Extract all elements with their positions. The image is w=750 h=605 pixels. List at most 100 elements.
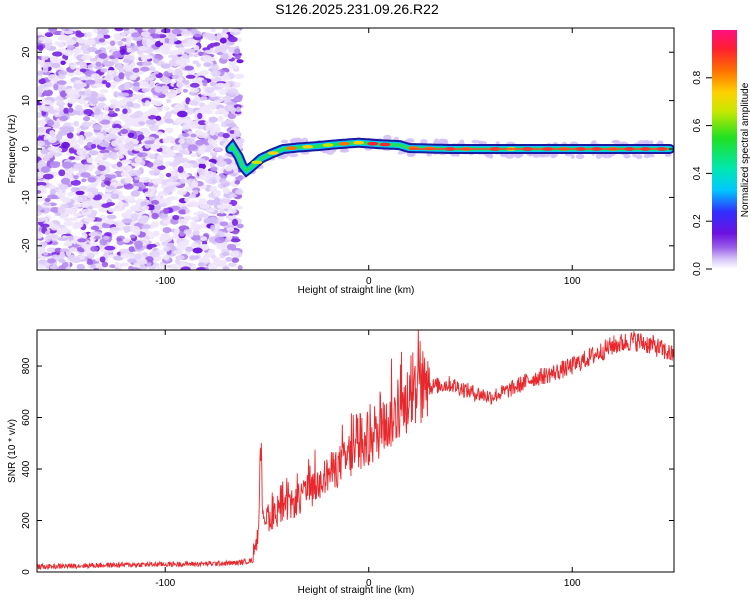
spectrogram-noise-cell <box>89 38 96 45</box>
spectrogram-noise-cell <box>166 129 173 134</box>
spectrogram-noise-cell <box>79 68 87 73</box>
spectrogram-noise-cell <box>197 125 204 130</box>
spectrogram-noise-cell <box>139 115 149 122</box>
spectrogram-noise-cell <box>105 82 111 88</box>
spectrogram-noise-cell <box>176 243 187 251</box>
snr-x-ticks: -100 0 100 <box>155 330 581 589</box>
spectrogram-noise-cell <box>224 119 235 124</box>
spectrogram-noise-cell <box>83 131 93 137</box>
spectrogram-noise-cell <box>125 97 136 102</box>
spectrogram-noise-cell <box>78 61 87 67</box>
spectrogram-noise-cell <box>45 81 53 88</box>
spectrogram-noise-cell <box>101 261 109 268</box>
spectrogram-track-core <box>367 141 379 146</box>
spectrogram-track-halo <box>664 153 672 157</box>
spectrogram-noise-cell <box>155 264 167 270</box>
spectrogram-noise-cell <box>235 189 244 195</box>
spectrogram-noise-cell <box>49 265 59 270</box>
colorbar-tick-label: 0.2 <box>692 214 703 228</box>
spectrogram-noise-cell <box>163 187 173 193</box>
spectrogram-noise-cell <box>98 96 107 102</box>
spectrogram-noise-cell <box>165 172 172 178</box>
spectrogram-noise-cell <box>200 96 208 101</box>
spectrogram-noise-cell <box>66 44 75 50</box>
spectrogram-noise-cell <box>87 46 98 53</box>
spectrogram-noise-cell <box>97 102 106 109</box>
spectrogram-noise-cell <box>68 147 75 154</box>
spectrogram-noise-cell <box>140 66 150 72</box>
spectrogram-noise-cell <box>231 257 240 263</box>
spectrogram-noise-cell <box>92 124 103 130</box>
spectrogram-noise-cell <box>90 242 98 247</box>
spectrogram-noise-cell <box>172 165 178 172</box>
spectrogram-noise-cell <box>99 149 110 154</box>
spectrogram-noise-cell <box>162 254 170 260</box>
spectrogram-noise-cell <box>108 174 117 179</box>
spectrogram-noise-cell <box>54 112 60 118</box>
spectrogram-noise-cell <box>111 140 120 147</box>
spectrogram-noise-cell <box>87 176 97 183</box>
snr-x-tick-label: 0 <box>366 578 372 589</box>
spectrogram-noise-cell <box>208 262 219 270</box>
spectrogram-track-halo <box>595 153 602 160</box>
spectrogram-noise-cell <box>77 264 83 268</box>
spectrogram-noise-cell <box>94 235 101 240</box>
spectrogram-noise-cell <box>137 152 148 158</box>
spectrogram-noise-cell <box>197 213 209 218</box>
spectrogram-track-halo <box>288 153 299 158</box>
spectrogram-noise-cell <box>122 202 129 207</box>
spectrogram-noise-cell <box>41 105 49 112</box>
spectrogram-noise-cell <box>133 147 144 152</box>
spectrogram-noise-cell <box>86 259 94 265</box>
spectrogram-noise-cell <box>53 83 59 91</box>
spectrogram-noise-cell <box>108 110 115 115</box>
spectrogram-noise-cell <box>237 265 243 270</box>
spectrogram-noise-cell <box>44 153 54 159</box>
spectrogram-noise-cell <box>144 100 151 107</box>
spectrogram-noise-cell <box>89 246 99 252</box>
spectrogram-noise-cell <box>165 181 174 187</box>
spectrogram-noise-cell <box>227 216 236 220</box>
spectrogram-noise-cell <box>180 266 191 270</box>
spectrogram-noise-cell <box>217 108 227 114</box>
spectrogram-noise-cell <box>197 262 205 267</box>
spectrogram-noise-cell <box>155 131 164 136</box>
spectrogram-noise-cell <box>233 205 243 210</box>
spectrogram-noise-cell <box>141 205 150 211</box>
spectrogram-noise-cell <box>228 208 237 214</box>
spectrogram-noise-cell <box>110 193 119 200</box>
spectrogram-noise-cell <box>61 141 70 149</box>
spectrogram-noise-cell <box>60 60 66 65</box>
spectrogram-noise-cell <box>162 145 169 153</box>
spectrogram-noise-cell <box>215 230 225 238</box>
spectrogram-noise-cell <box>99 141 106 148</box>
spectrogram-noise-cell <box>117 99 128 106</box>
spectrogram-noise-cell <box>214 77 222 83</box>
spectrogram-noise-cell <box>95 61 102 67</box>
spectrogram-noise-cell <box>98 38 106 43</box>
spectrogram-noise-cell <box>167 68 174 73</box>
colorbar-gradient <box>712 30 737 269</box>
spectrogram-noise-cell <box>163 72 172 77</box>
spectrogram-noise-cell <box>151 200 160 205</box>
spectrogram-noise-cell <box>120 128 128 135</box>
spectrogram-noise-cell <box>37 91 42 97</box>
spectrogram-noise-cell <box>104 245 116 251</box>
spectrogram-noise-cell <box>230 163 239 169</box>
colorbar-ticks: 0.0 0.2 0.4 0.6 0.8 <box>692 70 712 276</box>
spectrogram-noise-cell <box>122 238 131 243</box>
spectrogram-noise-cell <box>204 49 212 54</box>
spectrogram-noise-cell <box>70 203 82 209</box>
spectrogram-noise-cell <box>37 217 46 223</box>
spectrogram-noise-cell <box>226 41 234 46</box>
spectrogram-noise-cell <box>173 250 184 255</box>
spectrogram-noise-cell <box>140 176 151 183</box>
spectrogram-noise-cell <box>48 137 57 143</box>
spectrogram-noise-cell <box>157 191 165 196</box>
spectrogram-noise-cell <box>46 119 55 127</box>
spectrogram-track-halo <box>340 148 349 153</box>
spectrogram-noise-cell <box>166 93 176 99</box>
colorbar-tick-label: 0.8 <box>692 70 703 84</box>
spectrogram-noise-cell <box>187 144 198 151</box>
spectrogram-noise-cell <box>145 76 155 81</box>
